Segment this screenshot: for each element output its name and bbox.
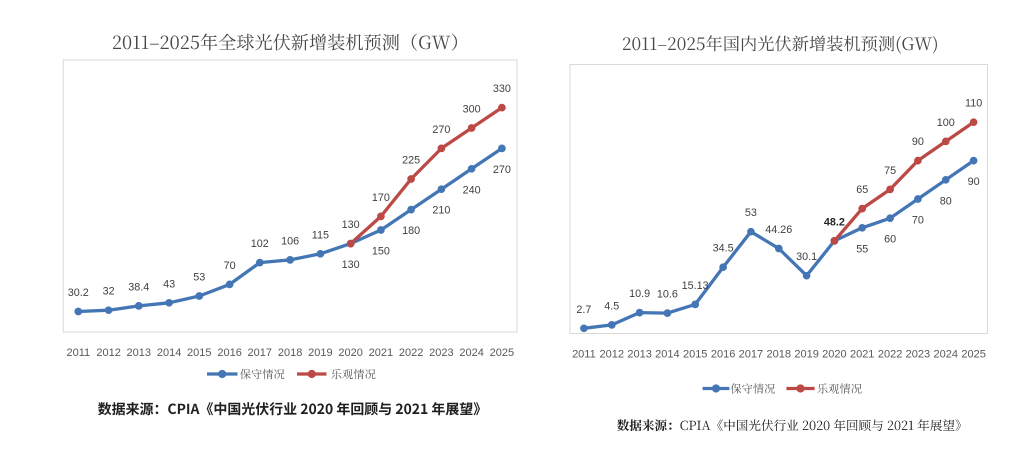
svg-text:2023: 2023	[906, 349, 930, 361]
svg-text:2023: 2023	[429, 347, 453, 359]
svg-text:2021: 2021	[850, 349, 874, 361]
svg-text:10.6: 10.6	[657, 289, 678, 301]
svg-text:2012: 2012	[96, 347, 120, 359]
svg-text:2025: 2025	[961, 349, 985, 361]
svg-text:2012: 2012	[600, 349, 624, 361]
svg-text:55: 55	[856, 243, 868, 255]
svg-text:2011: 2011	[572, 349, 596, 361]
svg-text:48.2: 48.2	[824, 216, 845, 228]
svg-text:75: 75	[884, 165, 896, 177]
svg-text:2025: 2025	[490, 347, 514, 359]
svg-text:100: 100	[937, 117, 955, 129]
svg-text:2017: 2017	[739, 349, 763, 361]
svg-text:2019: 2019	[794, 349, 818, 361]
svg-text:60: 60	[884, 234, 896, 246]
svg-text:2020: 2020	[822, 349, 846, 361]
svg-text:2011: 2011	[66, 347, 90, 359]
svg-text:2019: 2019	[308, 347, 332, 359]
svg-text:2016: 2016	[711, 349, 735, 361]
svg-text:10.9: 10.9	[629, 288, 650, 300]
svg-text:34.5: 34.5	[713, 243, 734, 255]
svg-text:2017: 2017	[248, 347, 272, 359]
svg-text:2013: 2013	[627, 349, 651, 361]
svg-text:330: 330	[493, 83, 511, 95]
svg-text:32: 32	[103, 286, 115, 298]
svg-text:70: 70	[224, 260, 236, 272]
svg-text:90: 90	[968, 176, 980, 188]
svg-text:70: 70	[912, 215, 924, 227]
svg-text:150: 150	[372, 246, 390, 258]
svg-text:270: 270	[432, 124, 450, 136]
svg-text:80: 80	[940, 195, 952, 207]
svg-text:90: 90	[912, 136, 924, 148]
svg-text:130: 130	[342, 219, 360, 231]
svg-text:300: 300	[463, 104, 481, 116]
svg-text:2021: 2021	[369, 347, 393, 359]
svg-text:43: 43	[163, 278, 175, 290]
svg-text:2024: 2024	[934, 349, 958, 361]
svg-text:2018: 2018	[767, 349, 791, 361]
svg-text:38.4: 38.4	[128, 281, 149, 293]
svg-text:15.13: 15.13	[682, 280, 709, 292]
svg-text:44.26: 44.26	[765, 224, 792, 236]
svg-text:2.7: 2.7	[576, 304, 591, 316]
svg-text:180: 180	[402, 225, 420, 237]
svg-text:2013: 2013	[127, 347, 151, 359]
svg-text:2014: 2014	[655, 349, 679, 361]
svg-text:2022: 2022	[878, 349, 902, 361]
svg-text:106: 106	[281, 235, 299, 247]
svg-text:130: 130	[342, 259, 360, 271]
svg-text:30.2: 30.2	[68, 287, 89, 299]
svg-text:2016: 2016	[217, 347, 241, 359]
svg-text:4.5: 4.5	[604, 300, 619, 312]
svg-text:170: 170	[372, 192, 390, 204]
svg-text:65: 65	[856, 184, 868, 196]
svg-text:2014: 2014	[157, 347, 181, 359]
svg-text:53: 53	[193, 272, 205, 284]
svg-text:102: 102	[251, 238, 269, 250]
svg-text:210: 210	[432, 205, 450, 217]
svg-text:115: 115	[312, 229, 329, 241]
svg-text:240: 240	[463, 184, 481, 196]
svg-text:53: 53	[745, 207, 757, 219]
svg-text:2018: 2018	[278, 347, 302, 359]
svg-text:2015: 2015	[683, 349, 707, 361]
svg-text:2022: 2022	[399, 347, 423, 359]
svg-text:110: 110	[965, 98, 982, 110]
svg-text:2015: 2015	[187, 347, 211, 359]
svg-text:270: 270	[493, 164, 511, 176]
svg-text:225: 225	[402, 155, 420, 167]
svg-text:2024: 2024	[459, 347, 483, 359]
svg-text:2020: 2020	[338, 347, 362, 359]
svg-text:30.1: 30.1	[796, 251, 817, 263]
